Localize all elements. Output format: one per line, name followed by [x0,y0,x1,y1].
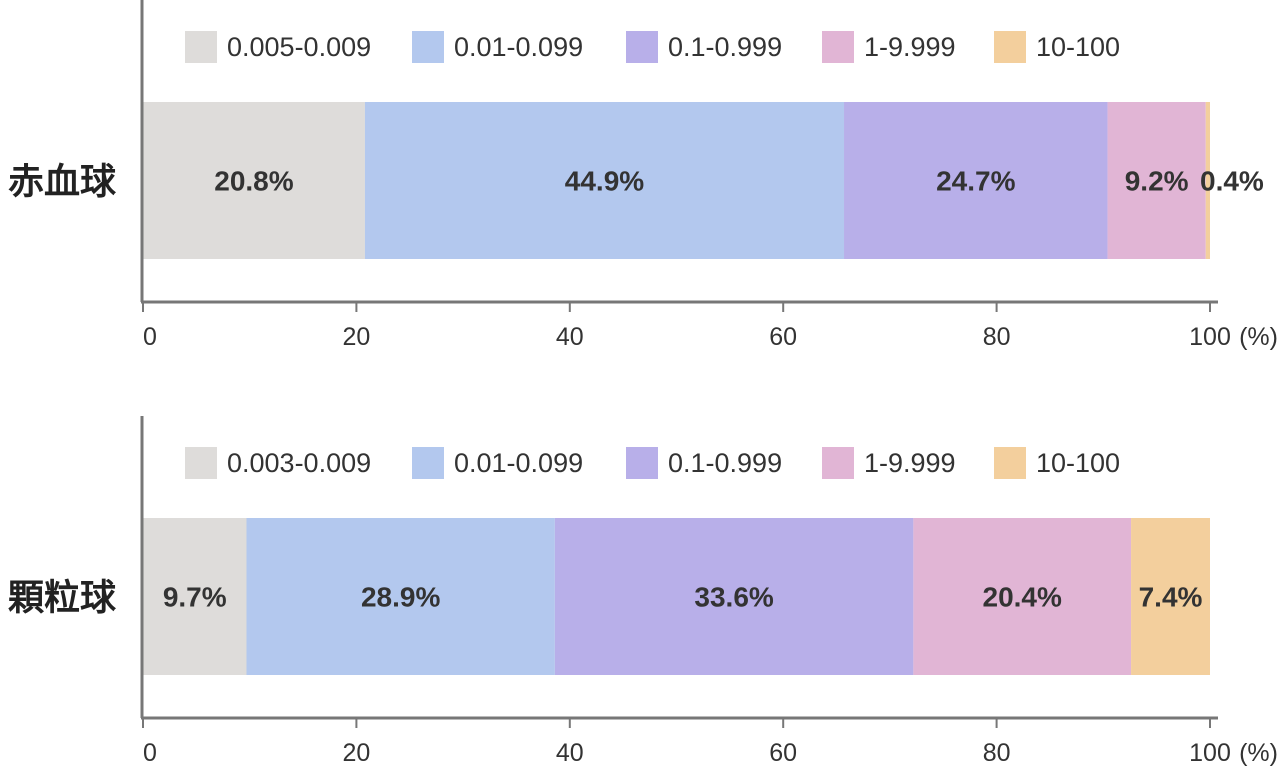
x-tick-label: 20 [342,323,370,351]
x-tick-label: 100 [1189,323,1231,351]
legend-swatch-2 [412,31,444,63]
legend-label-1: 0.005-0.009 [227,32,371,62]
legend-label-5: 10-100 [1036,448,1120,478]
x-tick-label: 20 [342,739,370,767]
legend-swatch-1 [185,31,217,63]
data-label-5: 7.4% [1139,582,1203,613]
category-label: 赤血球 [8,162,117,203]
data-label-1: 9.7% [163,582,227,613]
category-label: 顆粒球 [8,578,117,619]
legend-swatch-4 [822,31,854,63]
data-label-3: 33.6% [694,582,773,613]
legend-swatch-4 [822,447,854,479]
x-tick-label: 100 [1189,739,1231,767]
legend-label-2: 0.01-0.099 [454,448,583,478]
bar-segment-4 [1107,102,1206,259]
data-label-3: 24.7% [936,166,1015,197]
bar-segment-5 [1205,102,1210,259]
legend-swatch-1 [185,447,217,479]
data-label-2: 44.9% [565,166,644,197]
legend-label-4: 1-9.999 [864,32,956,62]
legend-label-1: 0.003-0.009 [227,448,371,478]
bar-segment-5 [1131,518,1210,675]
bar-segment-3 [554,518,914,675]
x-tick-label: 60 [769,739,797,767]
legend-label-2: 0.01-0.099 [454,32,583,62]
x-unit-label: (%) [1239,739,1278,767]
data-label-5: 0.4% [1200,166,1264,197]
legend-label-4: 1-9.999 [864,448,956,478]
x-unit-label: (%) [1239,323,1278,351]
legend-label-5: 10-100 [1036,32,1120,62]
legend-label-3: 0.1-0.999 [668,32,782,62]
legend-swatch-3 [626,31,658,63]
bar-segment-2 [246,518,555,675]
bar-segment-3 [844,102,1108,259]
bar-segment-4 [913,518,1132,675]
x-tick-label: 0 [143,323,157,351]
legend-swatch-5 [994,31,1026,63]
x-tick-label: 80 [983,323,1011,351]
legend-swatch-3 [626,447,658,479]
legend-label-3: 0.1-0.999 [668,448,782,478]
data-label-2: 28.9% [361,582,440,613]
legend-swatch-2 [412,447,444,479]
bar-segment-1 [143,518,247,675]
x-tick-label: 60 [769,323,797,351]
legend-swatch-5 [994,447,1026,479]
x-tick-label: 0 [143,739,157,767]
bar-segment-2 [364,102,845,259]
data-label-4: 20.4% [983,582,1062,613]
x-tick-label: 40 [556,739,584,767]
data-label-1: 20.8% [214,166,293,197]
bar-segment-1 [143,102,365,259]
x-tick-label: 80 [983,739,1011,767]
data-label-4: 9.2% [1125,166,1189,197]
x-tick-label: 40 [556,323,584,351]
